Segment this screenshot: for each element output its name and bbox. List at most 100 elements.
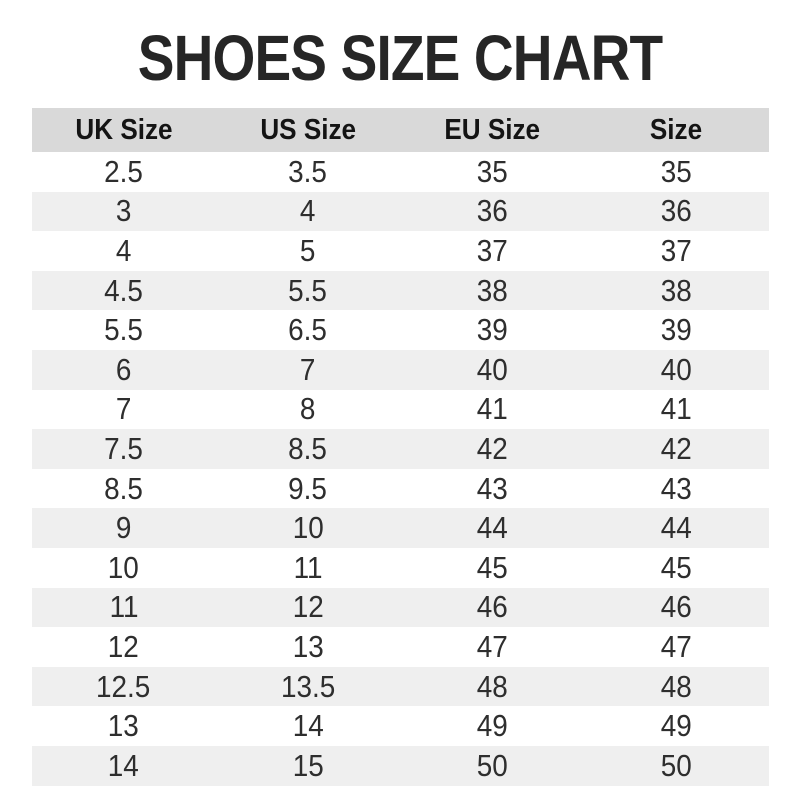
table-cell: 14 — [31, 745, 216, 786]
table-row: 9 10 44 44 — [31, 508, 769, 548]
table-cell-value: 43 — [660, 470, 692, 506]
table-cell: 14 — [216, 706, 400, 746]
table-cell-value: 11 — [293, 549, 323, 585]
table-cell: 43 — [584, 469, 768, 509]
table-cell-value: 44 — [476, 510, 508, 546]
table-row: 2.5 3.5 35 35 — [32, 152, 769, 192]
table-cell-value: 41 — [660, 391, 692, 427]
table-row: 12 13 47 47 — [32, 627, 769, 667]
table-cell: 11 — [31, 587, 216, 628]
table-cell: 10 — [215, 508, 400, 548]
column-header-uk-size: UK Size — [31, 108, 216, 152]
table-cell-value: 14 — [292, 708, 324, 744]
table-row: 12.5 13.5 48 48 — [31, 666, 769, 707]
table-cell: 45 — [400, 548, 584, 588]
column-header-label: Size — [650, 113, 703, 146]
table-cell: 4 — [32, 231, 216, 271]
table-row: 13 14 49 49 — [32, 706, 769, 746]
table-cell-value: 13 — [292, 628, 324, 664]
table-cell: 50 — [584, 745, 769, 786]
size-table: UK Size US Size EU Size Size 2.5 3.5 35 35 3… — [31, 108, 769, 786]
table-cell: 8.5 — [32, 469, 216, 509]
table-cell: 41 — [584, 390, 768, 430]
table-cell: 4 — [215, 191, 400, 232]
table-cell-value: 50 — [660, 747, 692, 783]
table-cell: 48 — [584, 666, 769, 707]
table-cell-value: 46 — [660, 589, 692, 625]
table-cell: 49 — [400, 706, 584, 746]
table-cell: 38 — [584, 270, 769, 311]
size-table-header: UK Size US Size EU Size Size — [31, 108, 769, 152]
table-cell: 47 — [400, 627, 584, 667]
table-cell: 36 — [400, 191, 585, 232]
table-cell-value: 42 — [476, 430, 508, 466]
table-cell: 8 — [216, 390, 400, 430]
table-cell: 11 — [216, 548, 400, 588]
table-cell-value: 39 — [476, 312, 508, 348]
table-cell-value: 7 — [300, 351, 316, 387]
table-cell: 15 — [215, 745, 400, 786]
table-cell-value: 5 — [300, 232, 316, 268]
table-cell: 7.5 — [31, 429, 216, 469]
table-cell-value: 47 — [660, 628, 692, 664]
table-cell: 43 — [400, 469, 584, 509]
table-cell: 6 — [31, 349, 216, 390]
table-cell: 13 — [32, 706, 216, 746]
table-cell: 45 — [584, 548, 768, 588]
table-cell: 4.5 — [31, 270, 216, 311]
table-cell-value: 48 — [476, 668, 508, 704]
table-cell-value: 3 — [115, 193, 132, 229]
table-cell: 5 — [216, 231, 400, 271]
table-cell-value: 48 — [660, 668, 692, 704]
column-header-label: US Size — [260, 113, 356, 146]
table-cell-value: 6.5 — [288, 312, 328, 348]
table-cell: 35 — [400, 152, 584, 192]
table-row: 4 5 37 37 — [32, 231, 769, 271]
table-cell: 46 — [400, 587, 585, 628]
table-cell-value: 36 — [476, 193, 508, 229]
table-cell-value: 40 — [660, 351, 692, 387]
table-row: 10 11 45 45 — [32, 548, 769, 588]
table-cell-value: 8.5 — [288, 430, 328, 466]
table-cell: 37 — [584, 231, 768, 271]
table-row: 3 4 36 36 — [31, 191, 769, 232]
column-header-eu-size: EU Size — [400, 108, 585, 152]
table-cell-value: 4.5 — [104, 272, 144, 308]
table-cell-value: 12 — [292, 589, 324, 625]
table-cell-value: 46 — [476, 589, 508, 625]
table-row: 4.5 5.5 38 38 — [31, 270, 769, 311]
table-cell-value: 3.5 — [288, 153, 328, 189]
table-cell: 39 — [584, 310, 768, 350]
table-cell: 49 — [584, 706, 768, 746]
table-cell: 40 — [400, 349, 585, 390]
table-cell-value: 5.5 — [104, 312, 144, 348]
table-cell: 40 — [584, 349, 769, 390]
column-header-size: Size — [584, 108, 769, 152]
table-cell-value: 45 — [476, 549, 508, 585]
table-cell-value: 2.5 — [104, 153, 144, 189]
table-cell: 3 — [31, 191, 216, 232]
table-cell-value: 41 — [476, 391, 508, 427]
table-cell-value: 37 — [476, 232, 508, 268]
table-cell: 2.5 — [32, 152, 216, 192]
table-cell-value: 35 — [660, 153, 692, 189]
header-row: UK Size US Size EU Size Size — [31, 108, 769, 152]
table-cell-value: 8 — [300, 391, 316, 427]
size-table-body: 2.5 3.5 35 35 3 4 36 36 4 5 37 37 4.5 5.5 38 38 5.5 6.5 39… — [31, 152, 769, 786]
table-cell-value: 35 — [476, 153, 508, 189]
table-cell-value: 13 — [108, 708, 140, 744]
table-cell: 48 — [400, 666, 585, 707]
table-row: 6 7 40 40 — [31, 349, 769, 390]
table-cell-value: 40 — [476, 351, 508, 387]
table-cell: 3.5 — [216, 152, 400, 192]
table-cell: 13.5 — [215, 666, 400, 707]
table-cell: 50 — [400, 745, 585, 786]
table-cell: 36 — [584, 191, 769, 232]
column-header-label: EU Size — [444, 113, 540, 146]
table-row: 11 12 46 46 — [31, 587, 769, 628]
table-cell: 12 — [215, 587, 400, 628]
table-cell-value: 12 — [108, 628, 140, 664]
table-row: 5.5 6.5 39 39 — [32, 310, 769, 350]
table-cell-value: 10 — [108, 549, 140, 585]
table-cell-value: 8.5 — [104, 470, 144, 506]
